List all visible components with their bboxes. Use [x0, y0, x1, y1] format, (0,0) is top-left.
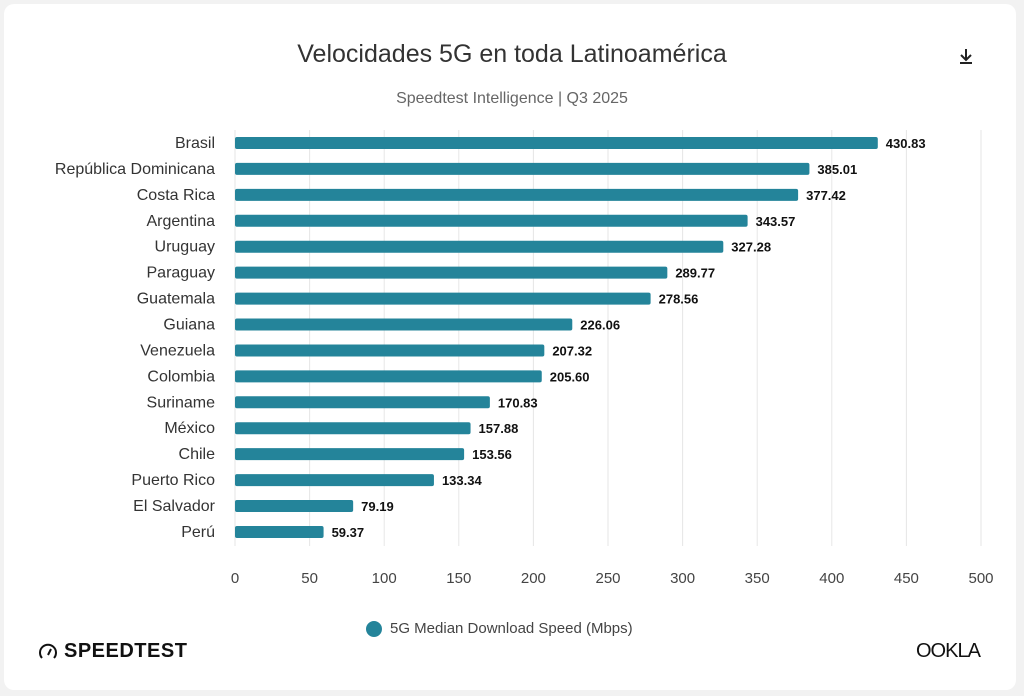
- bar: [235, 292, 651, 305]
- chart-title: Velocidades 5G en toda Latinoamérica: [297, 40, 727, 68]
- category-label: Perú: [181, 524, 215, 541]
- bar: [235, 396, 490, 409]
- bar: [235, 474, 434, 487]
- data-label: 430.83: [886, 136, 926, 151]
- x-tick-label: 350: [745, 570, 770, 587]
- speedtest-logo-text: SPEEDTEST: [64, 640, 188, 662]
- x-tick-label: 250: [595, 570, 620, 587]
- category-label: Guatemala: [137, 291, 215, 308]
- data-label: 327.28: [731, 240, 771, 255]
- data-label: 170.83: [498, 395, 538, 410]
- data-label: 207.32: [552, 343, 592, 358]
- x-tick-label: 50: [301, 570, 318, 587]
- data-label: 59.37: [332, 525, 365, 540]
- bar: [235, 370, 542, 383]
- bar: [235, 240, 724, 253]
- bar: [235, 525, 324, 538]
- bar: [235, 162, 810, 175]
- bar: [235, 500, 354, 513]
- x-tick-label: 100: [372, 570, 397, 587]
- chart-subtitle: Speedtest Intelligence | Q3 2025: [396, 90, 628, 107]
- speedtest-logo: SPEEDTEST: [38, 640, 187, 663]
- category-label: Venezuela: [140, 342, 215, 359]
- x-tick-label: 300: [670, 570, 695, 587]
- data-label: 278.56: [659, 292, 699, 307]
- legend-item[interactable]: 5G Median Download Speed (Mbps): [366, 620, 633, 637]
- category-label: Argentina: [147, 213, 216, 230]
- bar: [235, 266, 668, 279]
- category-label: Colombia: [147, 368, 215, 385]
- category-label: El Salvador: [133, 498, 215, 515]
- ookla-logo: OOKLA: [916, 640, 981, 662]
- category-label: Paraguay: [147, 265, 216, 282]
- x-tick-label: 150: [446, 570, 471, 587]
- data-label: 133.34: [442, 473, 483, 488]
- x-tick-label: 500: [968, 570, 993, 587]
- data-label: 343.57: [756, 214, 796, 229]
- bar: [235, 188, 799, 201]
- legend-marker: [366, 620, 382, 637]
- legend-label: 5G Median Download Speed (Mbps): [390, 620, 633, 637]
- bar: [235, 214, 748, 227]
- category-label: Chile: [179, 446, 216, 463]
- data-label: 289.77: [675, 266, 715, 281]
- bar: [235, 137, 878, 149]
- category-label: Costa Rica: [137, 187, 215, 204]
- gauge-icon: [39, 643, 57, 659]
- category-label: República Dominicana: [55, 161, 215, 178]
- data-label: 157.88: [479, 421, 519, 436]
- x-tick-label: 0: [231, 570, 239, 587]
- data-label: 205.60: [550, 369, 590, 384]
- data-label: 377.42: [806, 188, 846, 203]
- category-label: México: [164, 420, 215, 437]
- category-label: Guiana: [163, 317, 215, 334]
- category-label: Brasil: [175, 135, 215, 152]
- x-tick-label: 400: [819, 570, 844, 587]
- x-tick-label: 200: [521, 570, 546, 587]
- download-icon[interactable]: [956, 46, 976, 66]
- data-label: 385.01: [817, 162, 857, 177]
- data-label: 79.19: [361, 499, 394, 514]
- data-label: 226.06: [580, 318, 620, 333]
- bar: [235, 318, 573, 331]
- bar: [235, 344, 545, 357]
- data-label: 153.56: [472, 447, 512, 462]
- bar: [235, 448, 465, 461]
- bar: [235, 422, 471, 435]
- x-tick-label: 450: [894, 570, 919, 587]
- category-label: Puerto Rico: [131, 472, 215, 489]
- category-label: Suriname: [147, 394, 216, 411]
- category-label: Uruguay: [155, 239, 215, 256]
